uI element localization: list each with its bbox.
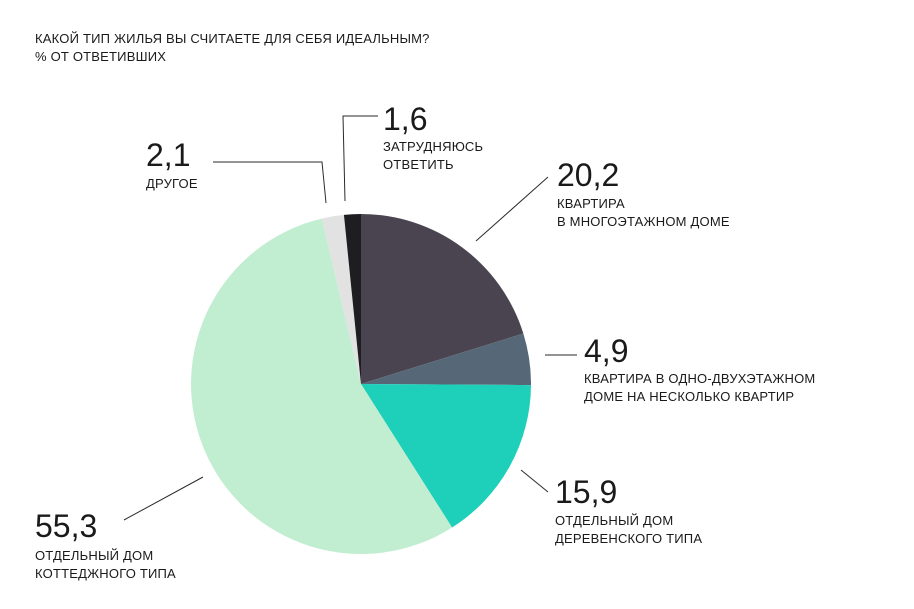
slice-label: ОТВЕТИТЬ bbox=[383, 157, 454, 172]
slice-value: 20,2 bbox=[557, 157, 619, 193]
pie-slice bbox=[361, 384, 531, 528]
leader-line bbox=[520, 469, 549, 493]
slice-label: В МНОГОЭТАЖНОМ ДОМЕ bbox=[557, 214, 730, 229]
slice-label: ОТДЕЛЬНЫЙ ДОМ bbox=[555, 513, 673, 528]
pie-slice bbox=[361, 333, 532, 386]
slice-label: ДРУГОЕ bbox=[146, 176, 198, 191]
slice-label: ДЕРЕВЕНСКОГО ТИПА bbox=[555, 531, 702, 546]
leader-line bbox=[342, 115, 378, 202]
slice-value: 1,6 bbox=[383, 101, 427, 137]
leader-line bbox=[213, 161, 327, 204]
slice-label: КВАРТИРА В ОДНО-ДВУХЭТАЖНОМ bbox=[584, 371, 815, 386]
pie-slice bbox=[361, 214, 524, 384]
slice-label: КОТТЕДЖНОГО ТИПА bbox=[35, 566, 176, 581]
leader-lines bbox=[123, 115, 577, 521]
chart-subtitle: % ОТ ОТВЕТИВШИХ bbox=[35, 49, 167, 64]
slice-value: 15,9 bbox=[555, 474, 617, 510]
slice-label: ЗАТРУДНЯЮСЬ bbox=[383, 139, 483, 154]
pie-slices bbox=[191, 214, 532, 554]
leader-line bbox=[475, 176, 549, 242]
slice-value: 2,1 bbox=[146, 137, 190, 173]
slice-value: 4,9 bbox=[584, 333, 628, 369]
pie-slice bbox=[191, 218, 453, 554]
slice-label: ДОМЕ НА НЕСКОЛЬКО КВАРТИР bbox=[584, 389, 794, 404]
slice-value: 55,3 bbox=[35, 508, 97, 544]
chart-header: КАКОЙ ТИП ЖИЛЬЯ ВЫ СЧИТАЕТЕ ДЛЯ СЕБЯ ИДЕ… bbox=[35, 30, 430, 66]
leader-line bbox=[123, 476, 204, 521]
slice-labels: 20,2 КВАРТИРА В МНОГОЭТАЖНОМ ДОМЕ 4,9 КВАРТИ… bbox=[35, 101, 815, 581]
slice-label: КВАРТИРА bbox=[557, 196, 625, 211]
chart-title: КАКОЙ ТИП ЖИЛЬЯ ВЫ СЧИТАЕТЕ ДЛЯ СЕБЯ ИДЕ… bbox=[35, 31, 430, 46]
slice-label: ОТДЕЛЬНЫЙ ДОМ bbox=[35, 548, 153, 563]
pie-slice bbox=[321, 214, 361, 384]
pie-slice bbox=[343, 214, 361, 384]
